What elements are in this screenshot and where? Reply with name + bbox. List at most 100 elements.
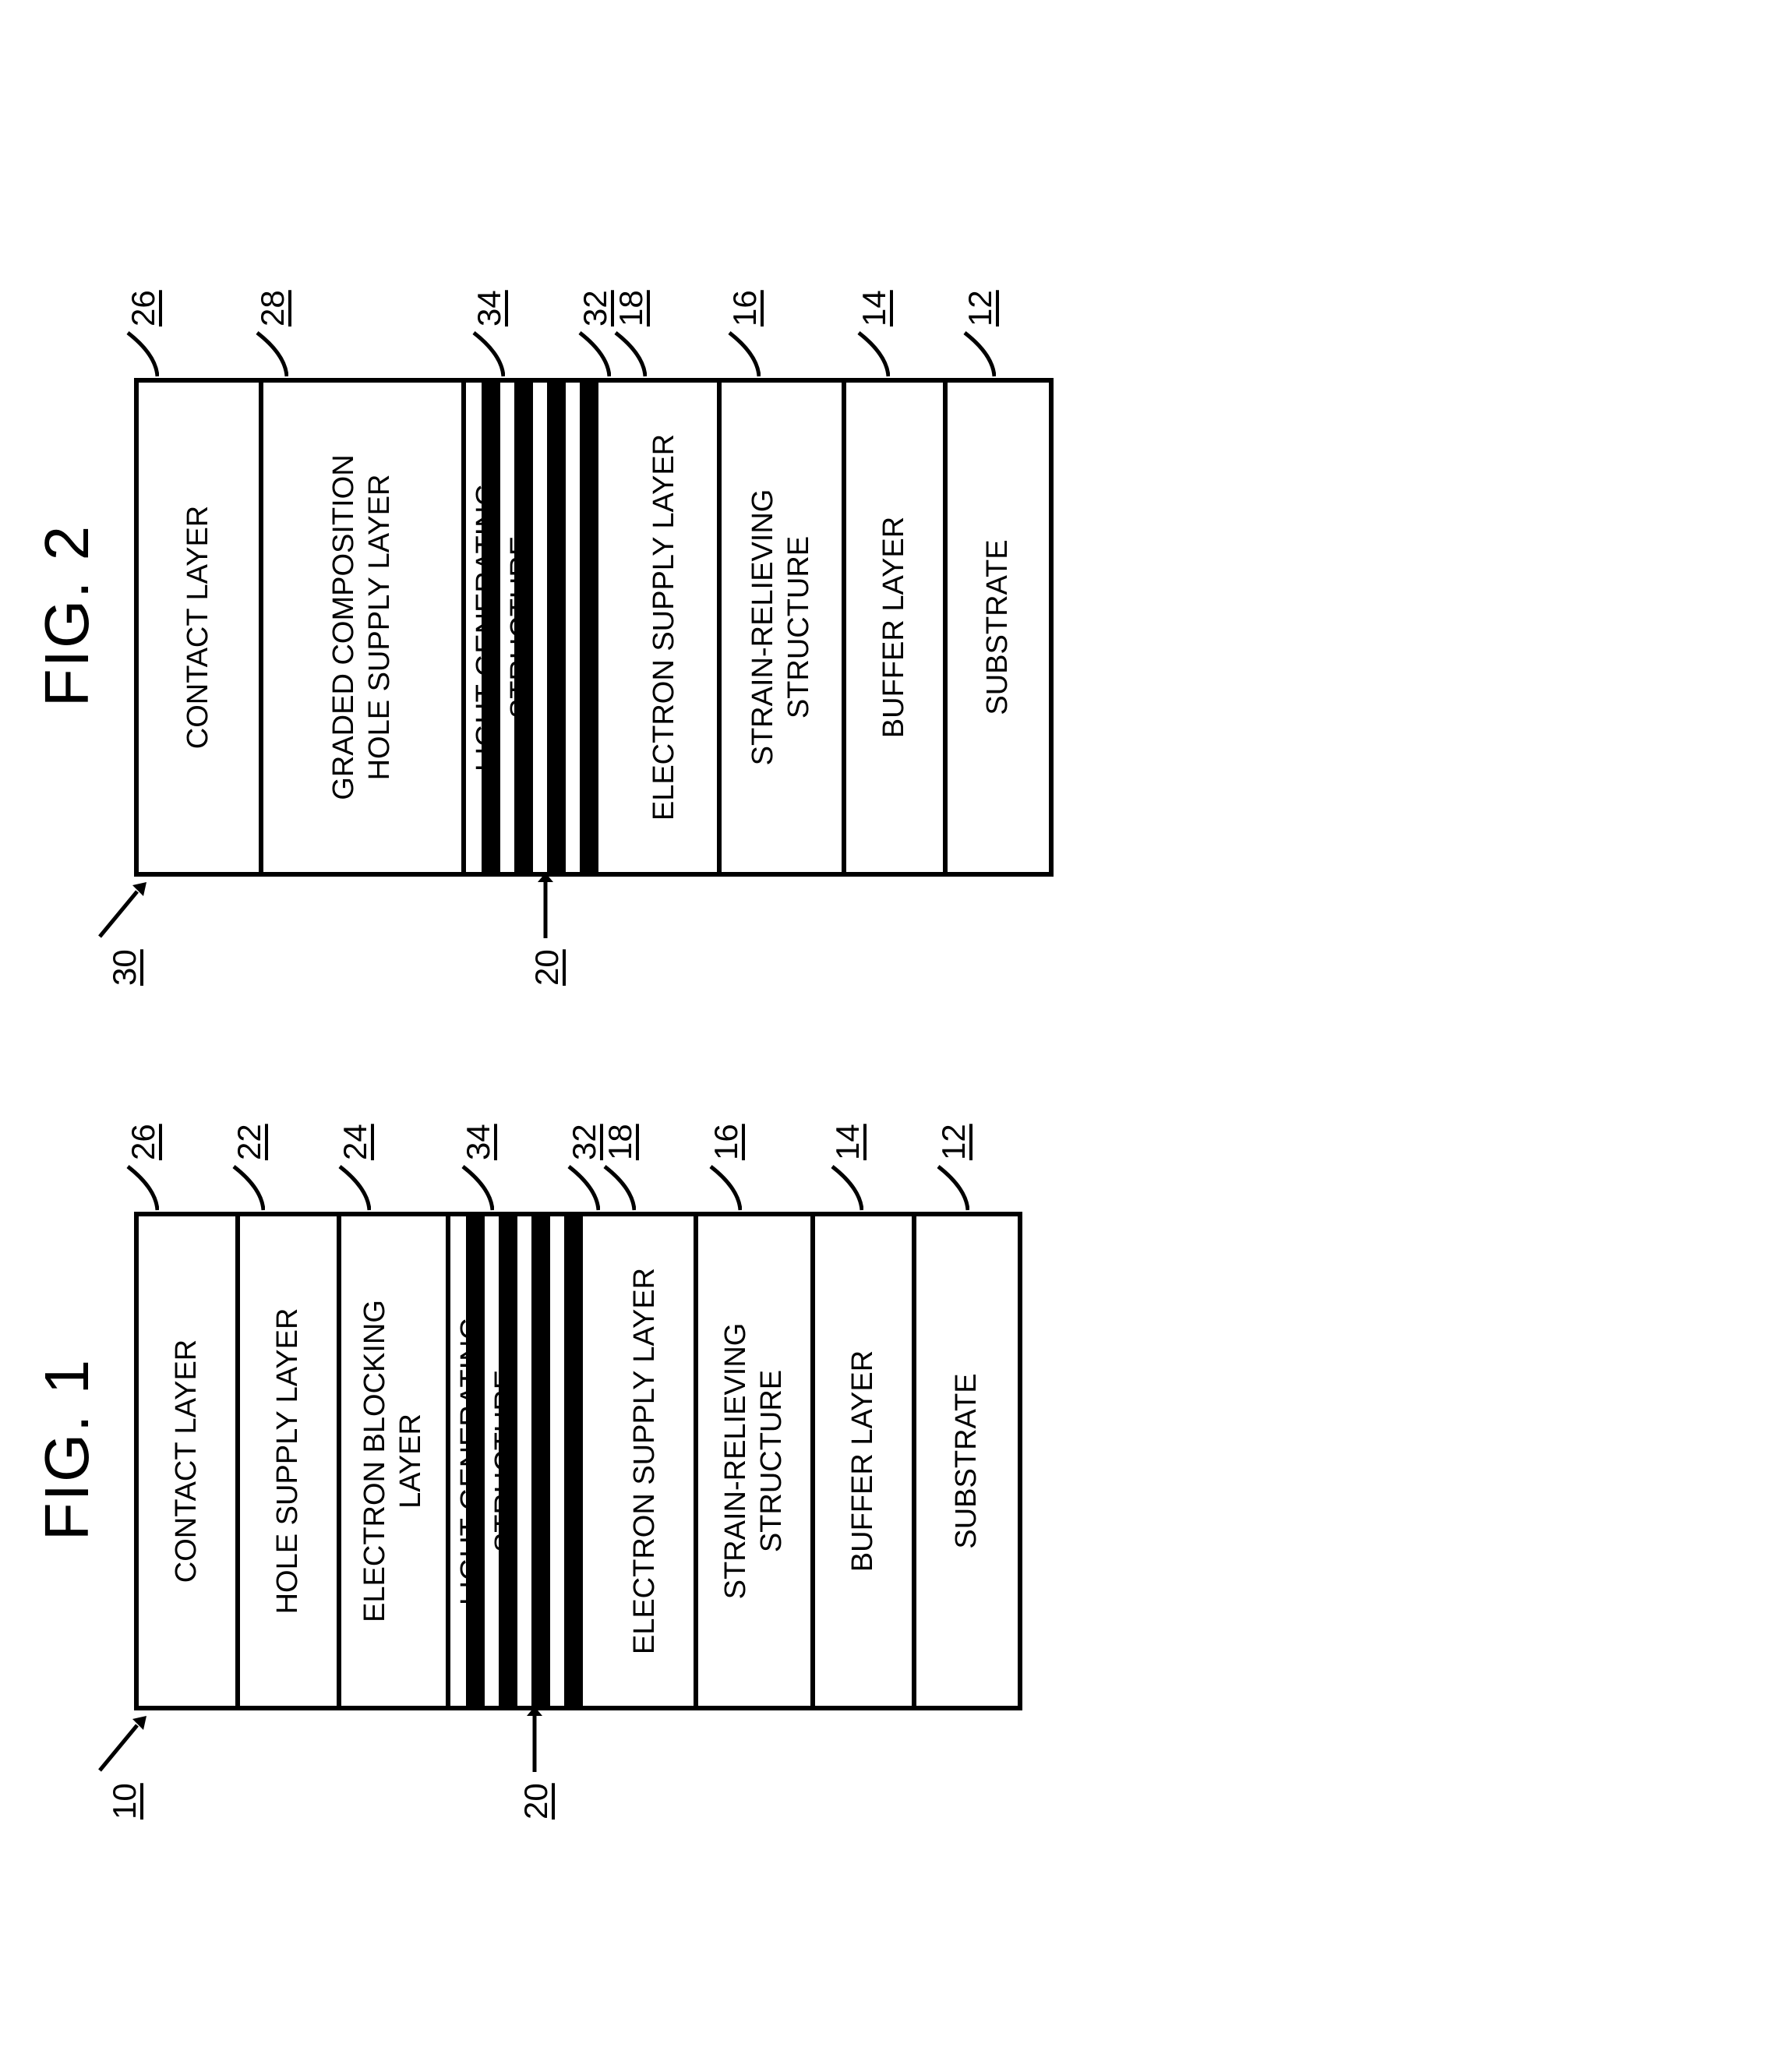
layer-26: CONTACT LAYER [139,1216,240,1706]
leader-curve-icon [337,1165,371,1212]
ref-number: 34 [471,290,508,327]
ref-leader: 34 [471,290,508,378]
ref-number: 32 [577,290,614,327]
ref-number: 18 [612,290,650,327]
ref-leader: 34 [460,1124,497,1212]
page-root: FIG. 110 20 CONTACT LAYERHOLE SUPPLY LAY… [0,0,1772,2072]
layer-28: GRADED COMPOSITIONHOLE SUPPLY LAYER [263,383,466,872]
leader-curve-icon [726,331,761,378]
ref-number: 32 [566,1124,603,1160]
layer-label: BUFFER LAYER [877,517,912,738]
ref-number: 26 [125,290,162,327]
figure-ref-number: 30 [106,949,143,986]
ref-leader: 32 [577,290,614,378]
arrow-icon [95,1713,154,1775]
ref-leader: 32 [566,1124,603,1212]
ref-leader: 24 [337,1124,374,1212]
quantum-well-stripe [566,383,580,872]
leader-curve-icon [856,331,890,378]
lgs-ref-leader: 20 [517,1705,555,1820]
quantum-well-stripe [598,383,612,872]
layer-12: SUBSTRATE [948,383,1049,872]
figure-title: FIG. 2 [31,187,103,1044]
light-generating-structure: LIGHT GENERATINGSTRUCTURE [450,1216,597,1706]
stack-row: 30 20 CONTACT LAYER GRADED COMPOSITIONHOL… [134,187,1077,1044]
layer-14: BUFFER LAYER [815,1216,916,1706]
leader-curve-icon [231,1165,265,1212]
layer-18: ELECTRON SUPPLY LAYER [612,383,722,872]
layer-24: ELECTRON BLOCKINGLAYER [341,1216,450,1706]
layer-label: STRAIN-RELIEVINGSTRUCTURE [718,1323,789,1600]
leader-curve-icon [460,1165,494,1212]
ref-number: 12 [935,1124,972,1160]
ref-leader: 26 [125,1124,162,1212]
ref-leader: 14 [856,290,893,378]
leader-curve-icon [577,331,611,378]
ref-number: 16 [708,1124,745,1160]
figure-ref-number: 10 [106,1783,143,1820]
barrier-stripe [564,1216,583,1706]
layer-label: ELECTRON SUPPLY LAYER [647,434,683,821]
ref-leader: 16 [726,290,764,378]
ref-leader: 12 [962,290,999,378]
leader-curve-icon [935,1165,969,1212]
ref-leader: 12 [935,1124,972,1212]
quantum-well-stripe [550,1216,564,1706]
ref-leader: 28 [254,290,291,378]
leader-curve-icon [566,1165,600,1212]
ref-leader: 14 [829,1124,867,1212]
lgs-label: LIGHT GENERATINGSTRUCTURE [471,383,538,872]
layer-18: ELECTRON SUPPLY LAYER [597,1216,698,1706]
layer-label: ELECTRON SUPPLY LAYER [627,1268,663,1654]
ref-number: 16 [726,290,764,327]
layer-label: ELECTRON BLOCKINGLAYER [358,1300,429,1622]
layer-label: SUBSTRATE [980,539,1016,715]
lgs-ref-number: 20 [528,949,566,986]
ref-leader: 18 [612,290,650,378]
lgs-label: LIGHT GENERATINGSTRUCTURE [455,1216,523,1706]
layer-16: STRAIN-RELIEVINGSTRUCTURE [698,1216,815,1706]
fig2: FIG. 230 20 CONTACT LAYERGRADED COMPOSIT… [31,187,1122,1044]
figure-ref-leader: 10 [95,1713,154,1820]
ref-number: 26 [125,1124,162,1160]
arrow-icon [523,1705,550,1775]
right-label-column: 26 28 34 32 18 16 14 12 [134,261,1077,378]
layer-label: CONTACT LAYER [169,1340,205,1583]
layer-label: SUBSTRATE [949,1373,985,1548]
ref-leader: 22 [231,1124,268,1212]
left-leader-column: 30 20 [134,877,1077,970]
layer-label: GRADED COMPOSITIONHOLE SUPPLY LAYER [327,454,397,800]
leader-curve-icon [962,331,996,378]
leader-curve-icon [612,331,647,378]
ref-number: 24 [337,1124,374,1160]
layer-22: HOLE SUPPLY LAYER [240,1216,341,1706]
layer-label: STRAIN-RELIEVINGSTRUCTURE [746,489,817,766]
layer-26: CONTACT LAYER [139,383,263,872]
lgs-ref-number: 20 [517,1783,555,1820]
arrow-icon [95,879,154,941]
layer-14: BUFFER LAYER [846,383,948,872]
barrier-stripe [531,1216,550,1706]
ref-number: 22 [231,1124,268,1160]
figure-title: FIG. 1 [31,1021,103,1878]
layer-label: CONTACT LAYER [181,506,217,750]
quantum-well-stripe [583,1216,597,1706]
layer-12: SUBSTRATE [916,1216,1018,1706]
ref-number: 14 [856,290,893,327]
figure-ref-leader: 30 [95,879,154,986]
ref-leader: 18 [602,1124,639,1212]
barrier-stripe [580,383,598,872]
arrow-icon [534,871,561,941]
leader-curve-icon [471,331,505,378]
barrier-stripe [547,383,566,872]
light-generating-structure: LIGHT GENERATINGSTRUCTURE [466,383,612,872]
layer-16: STRAIN-RELIEVINGSTRUCTURE [722,383,846,872]
ref-leader: 26 [125,290,162,378]
ref-number: 12 [962,290,999,327]
leader-curve-icon [125,331,159,378]
lgs-ref-leader: 20 [528,871,566,986]
stack-row: 10 20 CONTACT LAYERHOLE SUPPLY LAYERELEC… [134,1021,1050,1878]
leader-curve-icon [829,1165,863,1212]
left-leader-column: 10 20 [134,1710,1050,1804]
ref-leader: 16 [708,1124,745,1212]
